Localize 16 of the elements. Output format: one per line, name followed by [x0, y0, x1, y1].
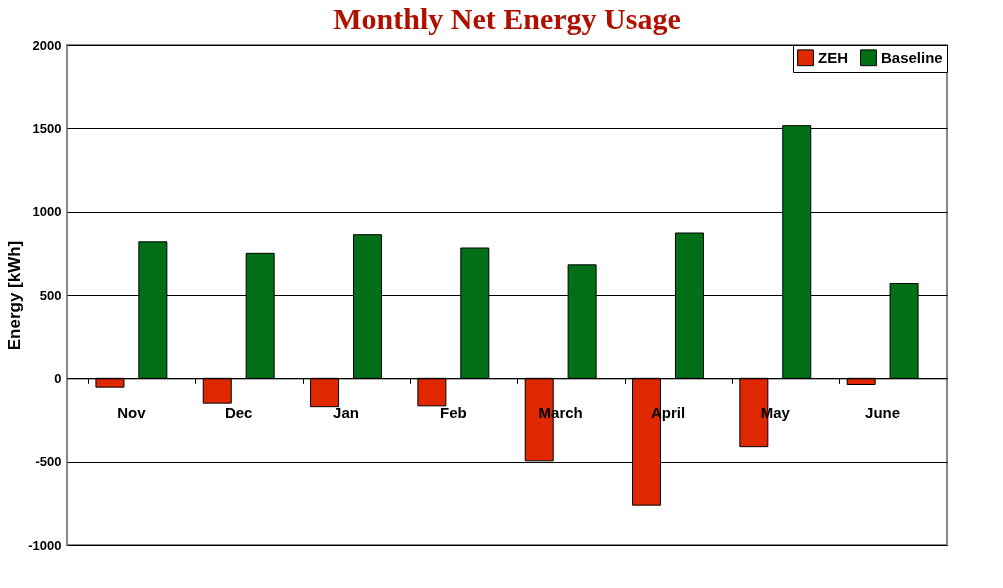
- legend-label: ZEH: [818, 48, 848, 66]
- y-tick-label: 1500: [32, 120, 62, 136]
- y-tick-label: 1000: [32, 204, 62, 220]
- y-tick-label: 0: [54, 370, 62, 386]
- x-tick-label: June: [865, 403, 901, 421]
- x-tick-label: Feb: [440, 403, 467, 421]
- x-tick-label: Jan: [333, 403, 359, 421]
- chart-title: Monthly Net Energy Usage: [333, 2, 681, 35]
- legend-label: Baseline: [881, 48, 943, 66]
- y-tick-label: -500: [35, 454, 62, 470]
- y-axis-title: Energy [kWh]: [5, 240, 25, 351]
- y-tick-label: 2000: [32, 37, 62, 53]
- x-tick-label: Dec: [224, 403, 253, 421]
- x-tick-label: Nov: [117, 403, 147, 421]
- y-tick-label: -1000: [28, 537, 62, 553]
- y-tick-label: 500: [39, 287, 62, 303]
